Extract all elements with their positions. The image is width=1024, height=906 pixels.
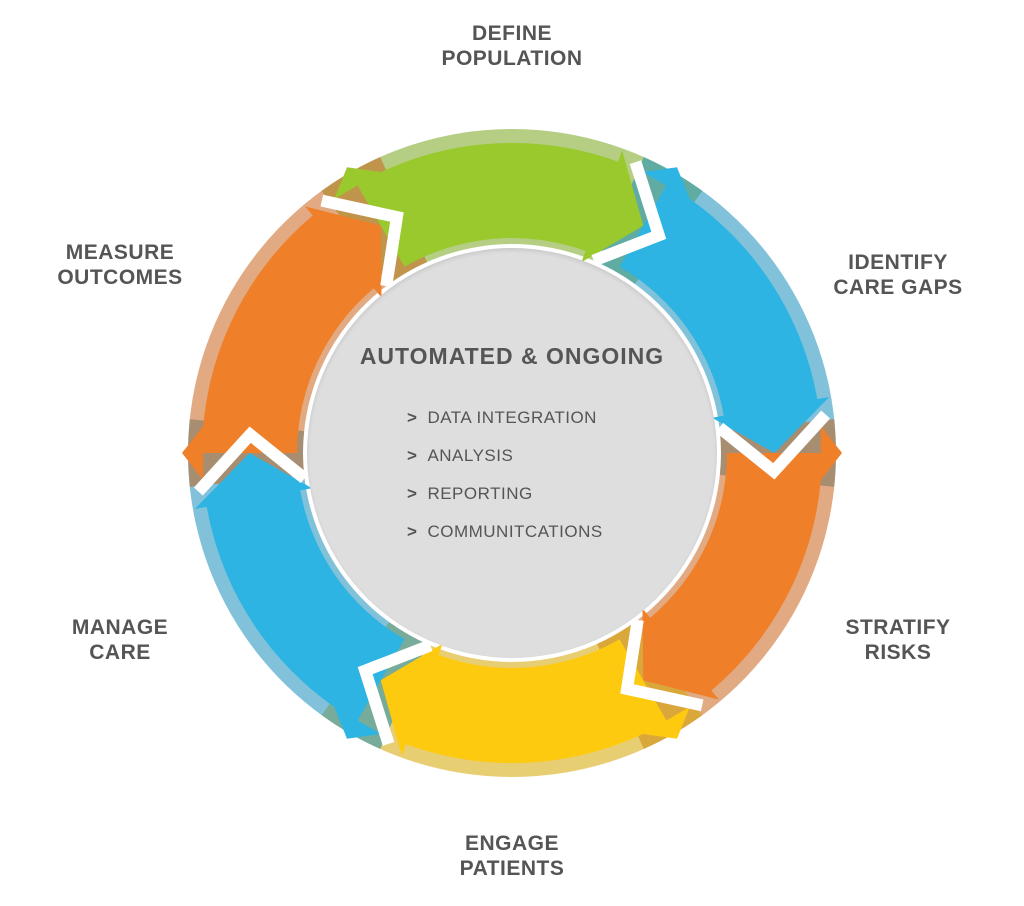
bullet-chevron-icon: > [407,408,417,428]
diagram-stage: AUTOMATED & ONGOING > DATA INTEGRATION > AN… [0,0,1024,906]
label-identify-care-gaps: IDENTIFY CARE GAPS [778,250,1018,300]
bullet-text: COMMUNITCATIONS [427,522,602,542]
center-bullets: > DATA INTEGRATION > ANALYSIS > REPORTING > COM… [407,408,603,560]
bullet-chevron-icon: > [407,484,417,504]
bullet-text: REPORTING [427,484,532,504]
center-bullet: > COMMUNITCATIONS [407,522,603,542]
label-stratify-risks: STRATIFY RISKS [778,615,1018,665]
center-circle: AUTOMATED & ONGOING > DATA INTEGRATION > AN… [307,248,717,658]
label-engage-patients: ENGAGE PATIENTS [392,831,632,881]
bullet-chevron-icon: > [407,522,417,542]
center-title: AUTOMATED & ONGOING [307,343,717,370]
label-manage-care: MANAGE CARE [0,615,240,665]
center-bullet: > DATA INTEGRATION [407,408,603,428]
label-define-population: DEFINE POPULATION [392,21,632,71]
label-measure-outcomes: MEASURE OUTCOMES [0,240,240,290]
bullet-chevron-icon: > [407,446,417,466]
bullet-text: ANALYSIS [427,446,513,466]
bullet-text: DATA INTEGRATION [427,408,597,428]
center-bullet: > ANALYSIS [407,446,603,466]
center-bullet: > REPORTING [407,484,603,504]
